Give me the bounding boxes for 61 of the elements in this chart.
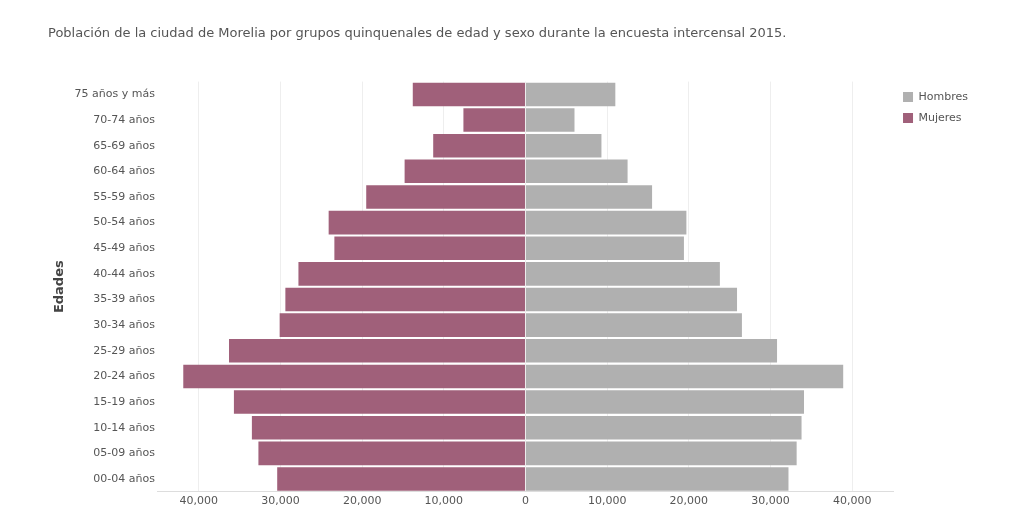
- y-tick-label: 45-49 años: [93, 241, 156, 255]
- bar: [404, 159, 525, 184]
- x-tick-label: 10,000: [587, 494, 627, 508]
- bar: [412, 82, 525, 107]
- x-tick-label: 20,000: [342, 494, 382, 508]
- y-tick-label: 55-59 años: [93, 189, 156, 203]
- bar: [277, 467, 525, 491]
- bar: [525, 339, 778, 363]
- bar: [334, 236, 525, 261]
- legend-label: Mujeres: [918, 110, 962, 124]
- chart-title: Población de la ciudad de Morelia por grupos quinquenales de edad y sexo durante la encuesta intercensal 2015.: [48, 25, 787, 41]
- y-tick-label: 65-69 años: [93, 138, 156, 152]
- y-tick-label: 20-24 años: [93, 369, 156, 383]
- x-tick-label: 40,000: [179, 494, 219, 508]
- bar: [525, 467, 789, 491]
- bar: [279, 313, 525, 337]
- bar: [251, 415, 525, 440]
- bar: [525, 287, 738, 312]
- bar: [463, 108, 525, 132]
- bar: [525, 108, 575, 132]
- bar: [433, 133, 525, 158]
- bar: [298, 262, 525, 286]
- bar: [525, 390, 804, 414]
- bar: [525, 159, 628, 184]
- bar: [525, 441, 797, 466]
- bar: [525, 262, 720, 286]
- bar: [258, 441, 525, 466]
- y-tick-label: 25-29 años: [93, 343, 156, 357]
- y-tick-label: 15-19 años: [93, 394, 156, 408]
- x-tick-label: 40,000: [832, 494, 872, 508]
- y-tick-label: 70-74 años: [93, 112, 156, 126]
- x-tick-label: 30,000: [751, 494, 790, 508]
- legend-label: Hombres: [918, 89, 969, 103]
- bar: [285, 287, 525, 312]
- bar: [525, 236, 684, 261]
- bar: [525, 364, 844, 389]
- bar: [233, 390, 525, 414]
- bar: [366, 185, 525, 209]
- bar: [525, 415, 802, 440]
- y-tick-label: 00-04 años: [93, 471, 156, 485]
- y-tick-label: 30-34 años: [93, 318, 156, 332]
- x-tick-label: 10,000: [424, 494, 464, 508]
- x-tick-label: 30,000: [261, 494, 300, 508]
- y-tick-label: 40-44 años: [93, 266, 156, 280]
- bar: [525, 210, 687, 235]
- bar: [229, 339, 525, 363]
- y-tick-label: 35-39 años: [93, 292, 156, 306]
- bar: [525, 133, 602, 158]
- y-tick-label: 75 años y más: [74, 87, 156, 101]
- x-tick-label: 0: [521, 494, 529, 508]
- y-tick-label: 50-54 años: [93, 215, 156, 229]
- bar: [183, 364, 525, 389]
- y-tick-label: 60-64 años: [93, 164, 156, 178]
- x-tick-label: 20,000: [669, 494, 709, 508]
- bar: [525, 185, 653, 209]
- bar: [525, 82, 616, 107]
- bar: [328, 210, 525, 235]
- bar: [525, 313, 742, 337]
- y-tick-label: 05-09 años: [93, 446, 156, 460]
- y-tick-label: 10-14 años: [93, 420, 156, 434]
- y-axis-title: Edades: [51, 260, 67, 314]
